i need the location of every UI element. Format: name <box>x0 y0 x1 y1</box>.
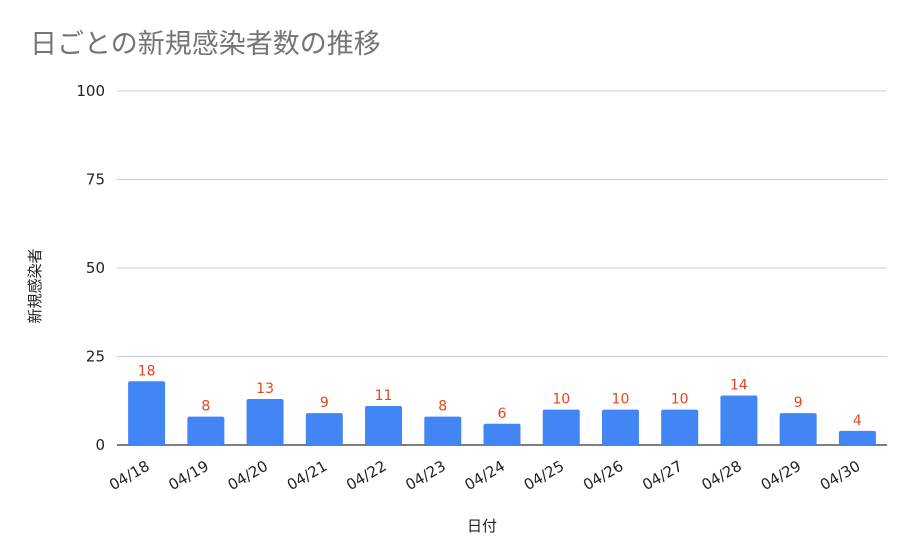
data-label: 10 <box>671 392 689 408</box>
bar-04-25 <box>542 409 580 445</box>
grid-layer <box>117 90 887 446</box>
data-label: 10 <box>552 392 570 408</box>
data-label-layer: 18 8 13 9 11 8 6 10 10 10 14 9 4 <box>138 363 862 429</box>
bar-04-24 <box>483 423 521 445</box>
chart-title: 日ごとの新規感染者数の推移 <box>30 29 381 60</box>
data-label: 18 <box>138 363 156 379</box>
y-axis-title: 新規感染者 <box>26 248 44 323</box>
bar-04-20 <box>246 398 284 445</box>
bar-04-21 <box>305 413 343 445</box>
data-label: 8 <box>438 399 447 415</box>
x-tick-label: 04/25 <box>521 457 567 494</box>
bar-04-22 <box>365 406 403 445</box>
bar-layer <box>128 381 876 445</box>
data-label: 10 <box>612 392 630 408</box>
x-tick-label: 04/21 <box>284 457 330 494</box>
y-tick-label: 50 <box>86 259 105 277</box>
bar-04-27 <box>661 409 699 445</box>
data-label: 4 <box>853 413 862 429</box>
bar-04-19 <box>187 416 225 445</box>
bar-04-23 <box>424 416 462 445</box>
bar-04-28 <box>720 395 758 445</box>
x-axis-title: 日付 <box>467 517 497 535</box>
x-tick-label: 04/27 <box>639 457 685 494</box>
x-tick-label: 04/19 <box>165 457 211 494</box>
y-axis-ticks: 0 25 50 75 100 <box>76 82 105 454</box>
bar-04-18 <box>128 381 166 445</box>
x-tick-label: 04/24 <box>462 457 508 494</box>
y-tick-label: 0 <box>95 436 105 454</box>
y-tick-label: 25 <box>86 348 105 366</box>
bar-04-29 <box>779 413 817 445</box>
y-tick-label: 75 <box>86 171 105 189</box>
data-label: 9 <box>794 395 803 411</box>
y-tick-label: 100 <box>76 82 105 100</box>
data-label: 14 <box>730 377 748 393</box>
x-tick-label: 04/18 <box>106 457 152 494</box>
x-tick-label: 04/22 <box>343 457 389 494</box>
x-tick-label: 04/23 <box>402 457 448 494</box>
data-label: 6 <box>498 406 507 422</box>
x-axis-ticks: 04/18 04/19 04/20 04/21 04/22 04/23 04/24 04/25… <box>106 457 863 494</box>
x-tick-label: 04/29 <box>758 457 804 494</box>
data-label: 13 <box>256 381 274 397</box>
bar-04-26 <box>601 409 639 445</box>
x-tick-label: 04/28 <box>698 457 744 494</box>
x-tick-label: 04/30 <box>817 457 863 494</box>
bar-04-30 <box>838 430 876 445</box>
x-tick-label: 04/26 <box>580 457 626 494</box>
x-tick-label: 04/20 <box>225 457 271 494</box>
data-label: 11 <box>375 388 393 404</box>
data-label: 9 <box>320 395 329 411</box>
data-label: 8 <box>201 399 210 415</box>
